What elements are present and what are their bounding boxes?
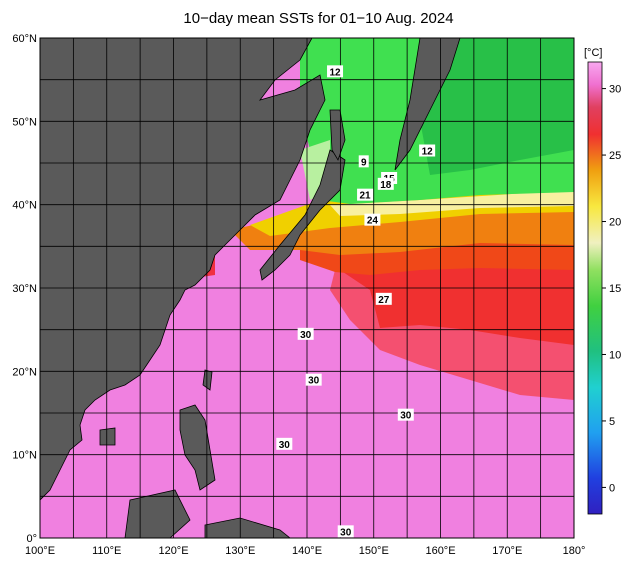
map-frame bbox=[39, 37, 575, 539]
contour-label-bg bbox=[337, 525, 354, 538]
colorbar-gradient bbox=[587, 61, 603, 515]
longitude-label: 110°E bbox=[92, 545, 121, 557]
latitude-label: 0° bbox=[26, 533, 37, 545]
sst-band-18 bbox=[330, 190, 574, 216]
longitude-label: 130°E bbox=[225, 545, 255, 557]
contour-label: 30 bbox=[279, 440, 291, 451]
colorbar-tick-label: 20 bbox=[609, 217, 621, 229]
contour-label-bg bbox=[358, 155, 369, 168]
map-title: 10−day mean SSTs for 01−10 Aug. 2024 bbox=[183, 10, 454, 27]
longitude-label: 100°E bbox=[25, 545, 55, 557]
longitude-label: 150°E bbox=[359, 545, 389, 557]
longitude-label: 140°E bbox=[292, 545, 322, 557]
latitude-label: 30°N bbox=[12, 283, 37, 295]
contour-label-bg bbox=[419, 144, 436, 157]
contour-label-bg bbox=[305, 373, 322, 386]
contour-label: 9 bbox=[361, 157, 367, 168]
contour-label: 30 bbox=[340, 527, 352, 538]
contour-labels: 1212915182124273030303030 bbox=[276, 65, 436, 538]
contour-label: 27 bbox=[378, 295, 390, 306]
longitude-label: 120°E bbox=[158, 545, 188, 557]
colorbar-tick-label: 10 bbox=[609, 349, 621, 361]
contour-label-bg bbox=[364, 213, 381, 226]
grid-lines bbox=[40, 38, 574, 538]
contour-label: 30 bbox=[308, 376, 320, 387]
contour-label-bg bbox=[397, 408, 414, 421]
latitude-label: 40°N bbox=[12, 200, 37, 212]
contour-label-bg bbox=[297, 327, 314, 340]
colorbar-tick-label: 15 bbox=[609, 283, 621, 295]
colorbar-tick-label: 5 bbox=[609, 416, 615, 428]
contour-label: 12 bbox=[422, 147, 434, 158]
contour-label-bg bbox=[327, 65, 344, 78]
longitude-label: 180° bbox=[563, 545, 586, 557]
latitude-label: 10°N bbox=[12, 450, 37, 462]
latitude-label: 60°N bbox=[12, 33, 37, 45]
contour-label-bg bbox=[357, 188, 374, 201]
land-masses bbox=[40, 38, 461, 538]
longitude-label: 160°E bbox=[425, 545, 455, 557]
latitude-label: 20°N bbox=[12, 366, 37, 378]
contour-label: 18 bbox=[380, 180, 392, 191]
latitude-label: 50°N bbox=[12, 116, 37, 128]
contour-label: 30 bbox=[300, 330, 312, 341]
longitude-labels: 100°E 110°E 120°E 130°E 140°E 150°E 160°E 170°E… bbox=[25, 545, 585, 557]
latitude-labels: 60°N 50°N 40°N 30°N 20°N 10°N 0° bbox=[12, 33, 37, 545]
colorbar-unit: [°C] bbox=[584, 47, 602, 59]
colorbar-ticks: 30 25 20 15 10 5 0 bbox=[602, 84, 621, 494]
contour-label: 21 bbox=[360, 191, 372, 202]
contour-label: 24 bbox=[367, 216, 379, 227]
longitude-label: 170°E bbox=[492, 545, 522, 557]
colorbar: [°C] 30 25 20 15 10 5 0 bbox=[584, 47, 621, 515]
contour-label-bg bbox=[276, 437, 293, 450]
contour-label-bg bbox=[375, 292, 392, 305]
contour-label-bg bbox=[377, 177, 394, 190]
colorbar-tick-label: 0 bbox=[609, 482, 615, 494]
colorbar-tick-label: 30 bbox=[609, 84, 621, 96]
contour-label: 30 bbox=[400, 411, 412, 422]
contour-label: 12 bbox=[329, 67, 341, 78]
colorbar-tick-label: 25 bbox=[609, 150, 621, 162]
sst-band-10 bbox=[420, 38, 574, 175]
